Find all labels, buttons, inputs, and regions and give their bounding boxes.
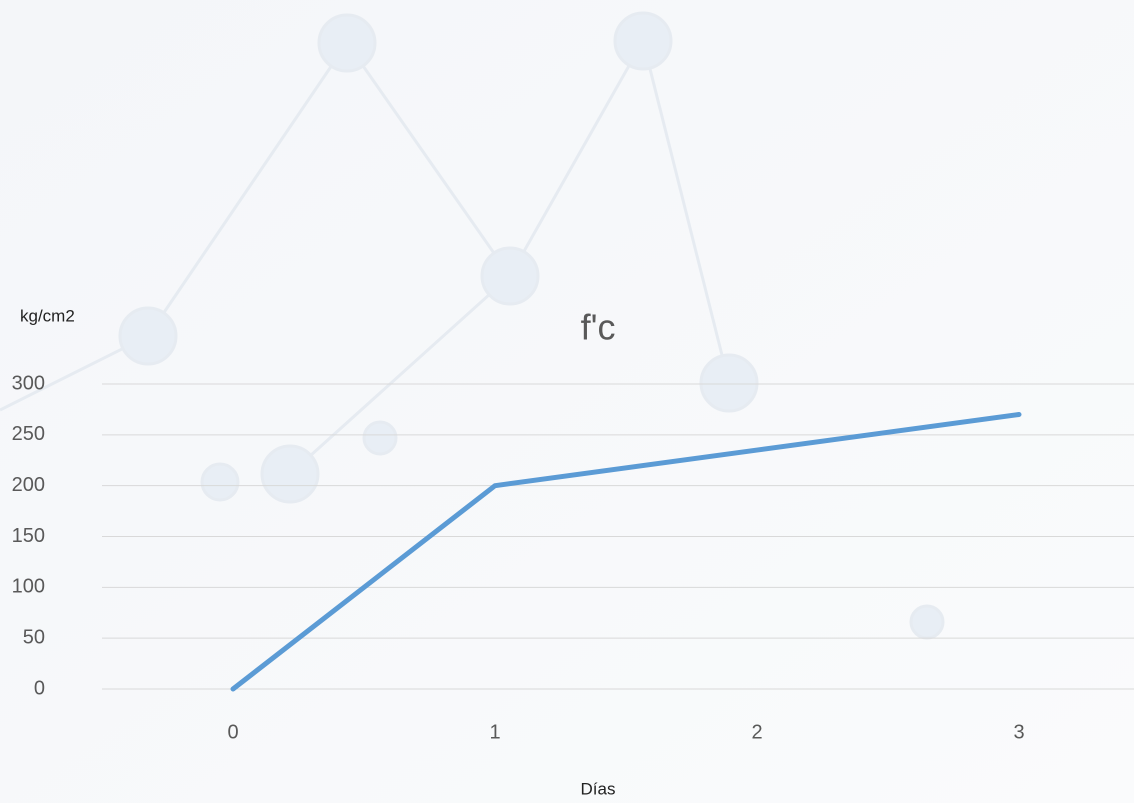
y-tick-label: 300 xyxy=(12,372,45,394)
chart-title: f'c xyxy=(581,307,616,348)
x-axis-label: Días xyxy=(581,779,616,798)
y-tick-label: 250 xyxy=(12,423,45,445)
y-tick-label: 150 xyxy=(12,525,45,547)
y-tick-label: 200 xyxy=(12,474,45,496)
background xyxy=(0,0,1134,803)
x-tick-label: 0 xyxy=(227,721,238,743)
y-tick-label: 100 xyxy=(12,576,45,598)
x-tick-label: 2 xyxy=(751,721,762,743)
chart: f'c kg/cm2 Días 0 50 100 150 200 250 300 0 1 2 3 xyxy=(0,0,1134,803)
y-tick-label: 0 xyxy=(34,677,45,699)
y-axis-label: kg/cm2 xyxy=(20,306,75,325)
y-tick-label: 50 xyxy=(23,626,45,648)
x-tick-label: 3 xyxy=(1013,721,1024,743)
x-tick-label: 1 xyxy=(489,721,500,743)
